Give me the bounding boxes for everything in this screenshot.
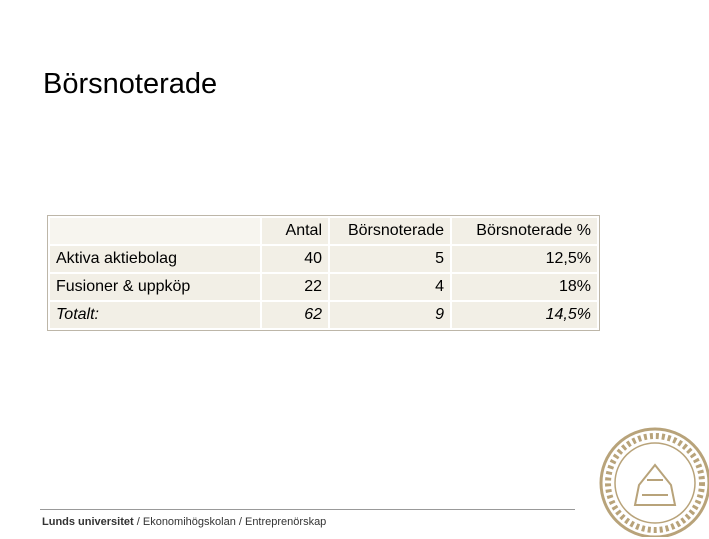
table-cell: 40 bbox=[262, 246, 328, 272]
footer-path: / Ekonomihögskolan / Entreprenörskap bbox=[136, 516, 327, 528]
table-cell: 9 bbox=[330, 302, 450, 328]
header-row: Antal Börsnoterade Börsnoterade % bbox=[50, 218, 597, 244]
university-seal bbox=[599, 427, 709, 537]
column-header: Börsnoterade % bbox=[452, 218, 597, 244]
table-cell: 12,5% bbox=[452, 246, 597, 272]
footer-organization: Lunds universitet bbox=[42, 516, 134, 528]
table-cell: 62 bbox=[262, 302, 328, 328]
table-cell: 4 bbox=[330, 274, 450, 300]
slide-title: Börsnoterade bbox=[43, 68, 218, 100]
column-header: Antal bbox=[262, 218, 328, 244]
row-label: Fusioner & uppköp bbox=[50, 274, 260, 300]
data-table: Antal Börsnoterade Börsnoterade % Aktiva… bbox=[47, 215, 600, 331]
table-cell: 18% bbox=[452, 274, 597, 300]
corner-cell bbox=[50, 218, 260, 244]
row-label: Aktiva aktiebolag bbox=[50, 246, 260, 272]
table-cell: 5 bbox=[330, 246, 450, 272]
footer: Lunds universitet / Ekonomihögskolan / E… bbox=[42, 516, 326, 528]
table-row: Aktiva aktiebolag 40 5 12,5% bbox=[50, 246, 597, 272]
row-label: Totalt: bbox=[50, 302, 260, 328]
column-header: Börsnoterade bbox=[330, 218, 450, 244]
table-row: Totalt: 62 9 14,5% bbox=[50, 302, 597, 328]
table-cell: 14,5% bbox=[452, 302, 597, 328]
table-cell: 22 bbox=[262, 274, 328, 300]
footer-rule bbox=[40, 509, 575, 510]
table-row: Fusioner & uppköp 22 4 18% bbox=[50, 274, 597, 300]
